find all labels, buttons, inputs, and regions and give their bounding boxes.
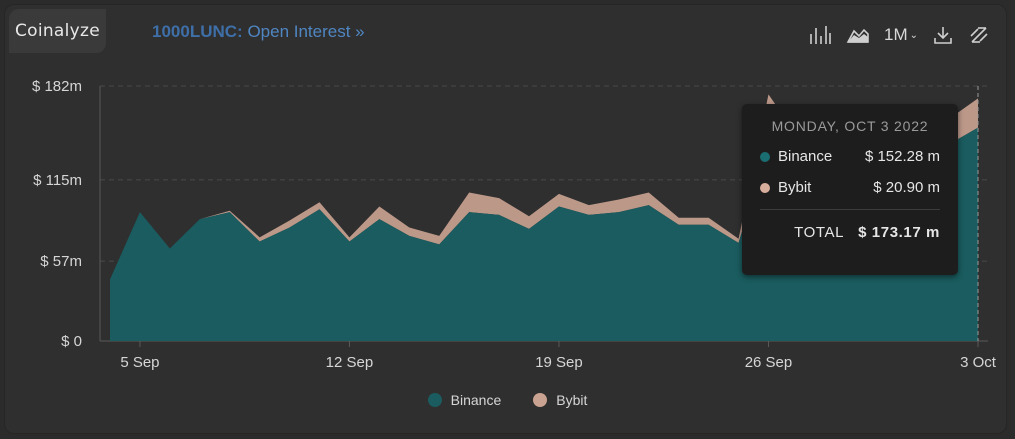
symbol-label: 1000LUNC: bbox=[152, 22, 243, 41]
y-tick-label: $ 0 bbox=[61, 333, 82, 350]
tooltip-date: MONDAY, OCT 3 2022 bbox=[771, 118, 929, 134]
x-tick-label: 3 Oct bbox=[960, 354, 997, 371]
x-tick-label: 5 Sep bbox=[120, 354, 159, 371]
tooltip-total: TOTAL $ 173.17 m bbox=[760, 224, 940, 241]
y-tick-label: $ 115m bbox=[33, 172, 82, 189]
tooltip-total-value: $ 173.17 m bbox=[858, 224, 940, 241]
chart-legend: Binance Bybit bbox=[0, 392, 1015, 408]
tooltip-name-binance: Binance bbox=[778, 148, 833, 165]
y-tick-label: $ 182m bbox=[32, 78, 82, 95]
legend-item-binance[interactable]: Binance bbox=[427, 392, 502, 408]
legend-label-binance: Binance bbox=[450, 392, 502, 408]
brand-tab[interactable]: Coinalyze bbox=[9, 9, 106, 53]
legend-dot-bybit bbox=[533, 393, 548, 407]
tooltip-row-binance: Binance $ 152.28 m bbox=[760, 148, 940, 165]
chevron-down-icon: ⌄ bbox=[909, 29, 919, 41]
interval-selector[interactable]: 1M ⌄ bbox=[884, 25, 918, 45]
tooltip-value-binance: $ 152.28 m bbox=[864, 148, 940, 165]
legend-item-bybit[interactable]: Bybit bbox=[533, 392, 587, 408]
download-icon[interactable] bbox=[932, 24, 954, 46]
area-chart-icon[interactable] bbox=[846, 24, 870, 46]
bar-chart-icon[interactable] bbox=[808, 24, 832, 46]
x-tick-label: 12 Sep bbox=[326, 354, 374, 371]
chart-title[interactable]: 1000LUNC: Open Interest » bbox=[152, 22, 365, 42]
tooltip-value-bybit: $ 20.90 m bbox=[873, 179, 940, 196]
tooltip-divider bbox=[760, 209, 940, 210]
x-tick-label: 19 Sep bbox=[535, 354, 583, 371]
y-axis: $ 0 $ 57m $ 115m $ 182m bbox=[32, 78, 82, 350]
tooltip-dot-bybit bbox=[760, 182, 770, 193]
legend-label-bybit: Bybit bbox=[556, 392, 588, 408]
x-tick-label: 26 Sep bbox=[745, 354, 793, 371]
metric-link[interactable]: Open Interest » bbox=[247, 22, 365, 41]
chart-tooltip: MONDAY, OCT 3 2022 Binance $ 152.28 m By… bbox=[742, 104, 958, 275]
arrows-icon[interactable] bbox=[968, 24, 990, 46]
x-axis: 5 Sep 12 Sep 19 Sep 26 Sep 3 Oct bbox=[120, 341, 997, 371]
tooltip-total-label: TOTAL bbox=[794, 224, 845, 241]
chart-toolbar: 1M ⌄ bbox=[808, 22, 990, 48]
interval-value: 1M bbox=[884, 25, 908, 44]
y-tick-label: $ 57m bbox=[40, 253, 82, 270]
legend-dot-binance bbox=[427, 393, 442, 407]
tooltip-dot-binance bbox=[760, 151, 770, 162]
tooltip-name-bybit: Bybit bbox=[778, 179, 812, 196]
tooltip-row-bybit: Bybit $ 20.90 m bbox=[760, 179, 940, 196]
